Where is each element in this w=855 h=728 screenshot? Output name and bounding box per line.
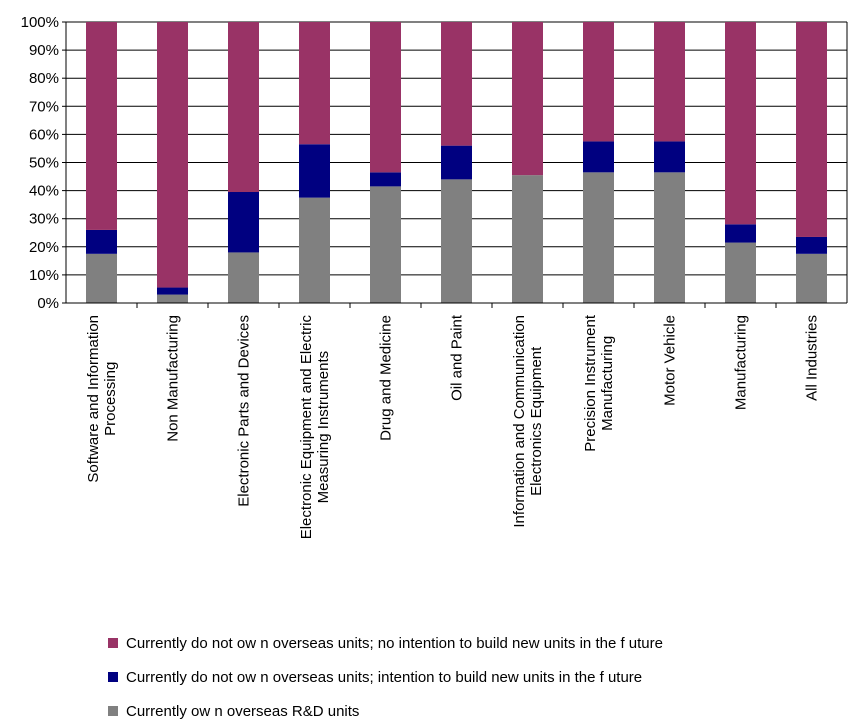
bar-segment bbox=[654, 141, 685, 173]
category-label-line: Software and Information bbox=[85, 315, 102, 483]
bar-segment bbox=[441, 145, 472, 180]
legend-label: Currently do not ow n overseas units; no… bbox=[126, 634, 663, 652]
bar-segment bbox=[86, 229, 117, 254]
y-tick-label: 90% bbox=[29, 42, 59, 59]
category-labels: Software and Information Processing Non Ma… bbox=[85, 314, 821, 539]
category-label-line: Electronic Equipment and Electric bbox=[298, 315, 315, 540]
bar-segment bbox=[583, 141, 614, 173]
legend-item: Currently do not ow n overseas units; in… bbox=[108, 660, 663, 694]
bar-segment bbox=[725, 22, 756, 225]
category-label-line: Electronics Equipment bbox=[528, 346, 545, 496]
category-label-line: Manufacturing bbox=[733, 315, 750, 410]
legend-label: Currently do not ow n overseas units; in… bbox=[126, 668, 643, 686]
bar-segment bbox=[228, 22, 259, 193]
bar-segment bbox=[86, 253, 117, 303]
bar-segment bbox=[583, 172, 614, 303]
y-tick-label: 60% bbox=[29, 126, 59, 143]
category-label-line: Motor Vehicle bbox=[662, 315, 679, 406]
bar-segment bbox=[86, 22, 117, 230]
bar-segment bbox=[654, 22, 685, 142]
y-tick-label: 100% bbox=[21, 14, 59, 31]
category-label: Oil and Paint bbox=[449, 314, 466, 401]
bar-segment bbox=[512, 22, 543, 176]
category-label-line: Drug and Medicine bbox=[378, 315, 395, 441]
legend-swatch bbox=[108, 672, 118, 682]
category-label-line: All Industries bbox=[804, 315, 821, 401]
category-label-line: Processing bbox=[102, 362, 119, 436]
bar-segment bbox=[441, 179, 472, 303]
bar-segment bbox=[299, 197, 330, 303]
category-label-line: Electronic Parts and Devices bbox=[236, 315, 253, 507]
y-tick-label: 70% bbox=[29, 98, 59, 115]
bar-segment bbox=[796, 22, 827, 237]
bar-segment bbox=[441, 22, 472, 146]
category-label: All Industries bbox=[804, 315, 821, 401]
category-label: Electronic Parts and Devices bbox=[236, 315, 253, 507]
y-tick-label: 50% bbox=[29, 155, 59, 172]
bar-segment bbox=[512, 175, 543, 303]
category-label-line: Non Manufacturing bbox=[165, 315, 182, 442]
y-tick-label: 20% bbox=[29, 239, 59, 256]
category-label: Non Manufacturing bbox=[165, 315, 182, 442]
category-label: Precision Instrument Manufacturing bbox=[582, 314, 616, 452]
category-label: Electronic Equipment and Electric Measuri… bbox=[298, 315, 332, 540]
bar-segment bbox=[654, 172, 685, 303]
bar-segment bbox=[725, 242, 756, 303]
category-label: Information and Communication Electronics… bbox=[511, 315, 545, 528]
bar-segment bbox=[370, 186, 401, 303]
bar-segment bbox=[796, 236, 827, 254]
bar-segment bbox=[725, 224, 756, 243]
bar-segment bbox=[583, 22, 614, 142]
bar-segment bbox=[370, 22, 401, 173]
y-tick-label: 0% bbox=[37, 295, 59, 312]
legend-item: Currently do not ow n overseas units; no… bbox=[108, 626, 663, 660]
y-tick-label: 80% bbox=[29, 70, 59, 87]
bar-segment bbox=[299, 144, 330, 198]
bar-segment bbox=[157, 287, 188, 295]
bar-segment bbox=[796, 253, 827, 303]
category-label-line: Information and Communication bbox=[511, 315, 528, 528]
legend: Currently do not ow n overseas units; no… bbox=[108, 626, 663, 728]
bar-segment bbox=[228, 192, 259, 253]
category-label-line: Oil and Paint bbox=[449, 314, 466, 401]
bar-segment bbox=[299, 22, 330, 145]
legend-item: Currently ow n overseas R&D units bbox=[108, 694, 663, 728]
bars bbox=[86, 22, 827, 303]
y-tick-label: 30% bbox=[29, 211, 59, 228]
category-label-line: Measuring Instruments bbox=[315, 351, 332, 504]
category-label-line: Precision Instrument bbox=[582, 314, 599, 452]
bar-segment bbox=[157, 22, 188, 288]
stacked-bar-chart: 0% 10% 20% 30% 40% 50% 60% 70% 80% 90% 100% Softwa… bbox=[21, 14, 848, 539]
bar-segment bbox=[228, 252, 259, 303]
category-label: Drug and Medicine bbox=[378, 315, 395, 441]
y-tick-labels: 0% 10% 20% 30% 40% 50% 60% 70% 80% 90% 100% bbox=[21, 14, 59, 312]
category-label-line: Manufacturing bbox=[599, 336, 616, 431]
axes bbox=[62, 21, 848, 308]
legend-swatch bbox=[108, 638, 118, 648]
legend-swatch bbox=[108, 706, 118, 716]
category-label: Motor Vehicle bbox=[662, 315, 679, 406]
bar-segment bbox=[370, 172, 401, 187]
category-label: Software and Information Processing bbox=[85, 315, 119, 483]
y-tick-label: 40% bbox=[29, 183, 59, 200]
legend-label: Currently ow n overseas R&D units bbox=[126, 702, 360, 720]
category-label: Manufacturing bbox=[733, 315, 750, 410]
bar-segment bbox=[157, 294, 188, 303]
y-tick-label: 10% bbox=[29, 267, 59, 284]
